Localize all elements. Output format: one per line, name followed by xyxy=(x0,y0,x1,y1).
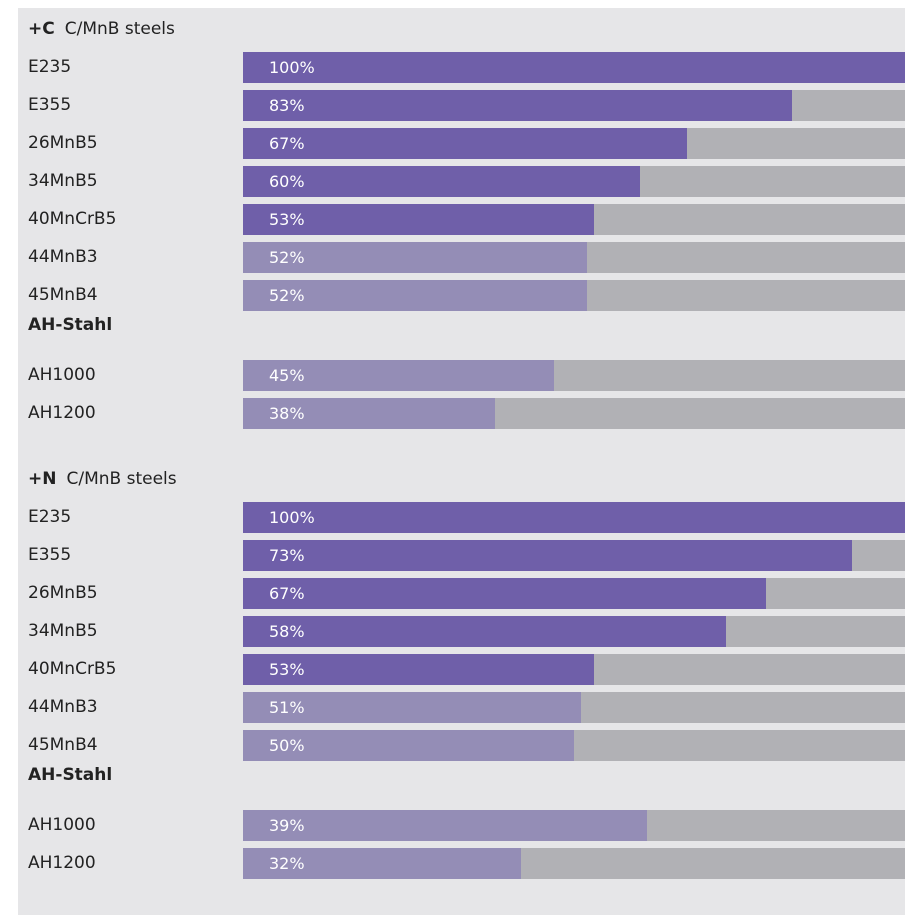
bar-track: 50% xyxy=(243,730,905,761)
bar xyxy=(243,204,594,235)
bar xyxy=(243,398,495,429)
bar-label: AH1200 xyxy=(28,853,96,873)
bar-track: 100% xyxy=(243,502,905,533)
data-label: 53% xyxy=(269,660,305,679)
section-header: +C C/MnB steels xyxy=(28,16,175,42)
data-label: 100% xyxy=(269,508,315,527)
data-label: 38% xyxy=(269,404,305,423)
data-label: 32% xyxy=(269,854,305,873)
group-header: AH-Stahl xyxy=(28,312,122,338)
bar-track: 38% xyxy=(243,398,905,429)
data-label: 67% xyxy=(269,584,305,603)
bar-track: 67% xyxy=(243,128,905,159)
group-title: C/MnB steels xyxy=(64,19,175,39)
bar xyxy=(243,502,905,533)
bar-track: 58% xyxy=(243,616,905,647)
bar-label: AH1000 xyxy=(28,365,96,385)
bar-label: 45MnB4 xyxy=(28,285,98,305)
bar-track: 53% xyxy=(243,654,905,685)
bar-label: E235 xyxy=(28,57,72,77)
bar-label: E355 xyxy=(28,95,72,115)
data-label: 73% xyxy=(269,546,305,565)
bar xyxy=(243,578,766,609)
data-label: 53% xyxy=(269,210,305,229)
data-label: 100% xyxy=(269,58,315,77)
bar xyxy=(243,810,647,841)
data-label: 83% xyxy=(269,96,305,115)
bar xyxy=(243,616,727,647)
bar-label: E355 xyxy=(28,545,72,565)
bar-label: 44MnB3 xyxy=(28,247,98,267)
data-label: 39% xyxy=(269,816,305,835)
bar-label: AH1200 xyxy=(28,403,96,423)
bar-track: 67% xyxy=(243,578,905,609)
bar xyxy=(243,90,793,121)
group-title: C/MnB steels xyxy=(66,469,177,489)
section-header: +N C/MnB steels xyxy=(28,466,177,492)
section-tag: +N xyxy=(28,469,57,489)
data-label: 58% xyxy=(269,622,305,641)
bar-track: 32% xyxy=(243,848,905,879)
bar-label: 26MnB5 xyxy=(28,133,98,153)
data-label: 52% xyxy=(269,248,305,267)
bar-track: 52% xyxy=(243,280,905,311)
bar xyxy=(243,128,687,159)
bar xyxy=(243,242,588,273)
bar-label: E235 xyxy=(28,507,72,527)
bar-label: 34MnB5 xyxy=(28,171,98,191)
bar-track: 83% xyxy=(243,90,905,121)
bar xyxy=(243,730,574,761)
bar-label: 40MnCrB5 xyxy=(28,659,117,679)
data-label: 52% xyxy=(269,286,305,305)
chart-panel xyxy=(18,8,905,915)
bar xyxy=(243,360,555,391)
group-header: AH-Stahl xyxy=(28,762,122,788)
bar-label: 26MnB5 xyxy=(28,583,98,603)
bar xyxy=(243,692,581,723)
group-title: AH-Stahl xyxy=(28,765,113,785)
bar xyxy=(243,848,522,879)
bar xyxy=(243,540,853,571)
bar-track: 39% xyxy=(243,810,905,841)
bar xyxy=(243,654,594,685)
data-label: 67% xyxy=(269,134,305,153)
bar xyxy=(243,280,588,311)
data-label: 51% xyxy=(269,698,305,717)
group-title: AH-Stahl xyxy=(28,315,113,335)
bar-track: 51% xyxy=(243,692,905,723)
bar-label: 40MnCrB5 xyxy=(28,209,117,229)
bar-track: 100% xyxy=(243,52,905,83)
bar-label: 45MnB4 xyxy=(28,735,98,755)
data-label: 60% xyxy=(269,172,305,191)
bar xyxy=(243,166,641,197)
bar-label: 44MnB3 xyxy=(28,697,98,717)
bar-track: 52% xyxy=(243,242,905,273)
bar-label: AH1000 xyxy=(28,815,96,835)
bar xyxy=(243,52,905,83)
bar-track: 53% xyxy=(243,204,905,235)
bar-track: 73% xyxy=(243,540,905,571)
bar-track: 60% xyxy=(243,166,905,197)
data-label: 45% xyxy=(269,366,305,385)
section-tag: +C xyxy=(28,19,55,39)
bar-label: 34MnB5 xyxy=(28,621,98,641)
data-label: 50% xyxy=(269,736,305,755)
bar-track: 45% xyxy=(243,360,905,391)
